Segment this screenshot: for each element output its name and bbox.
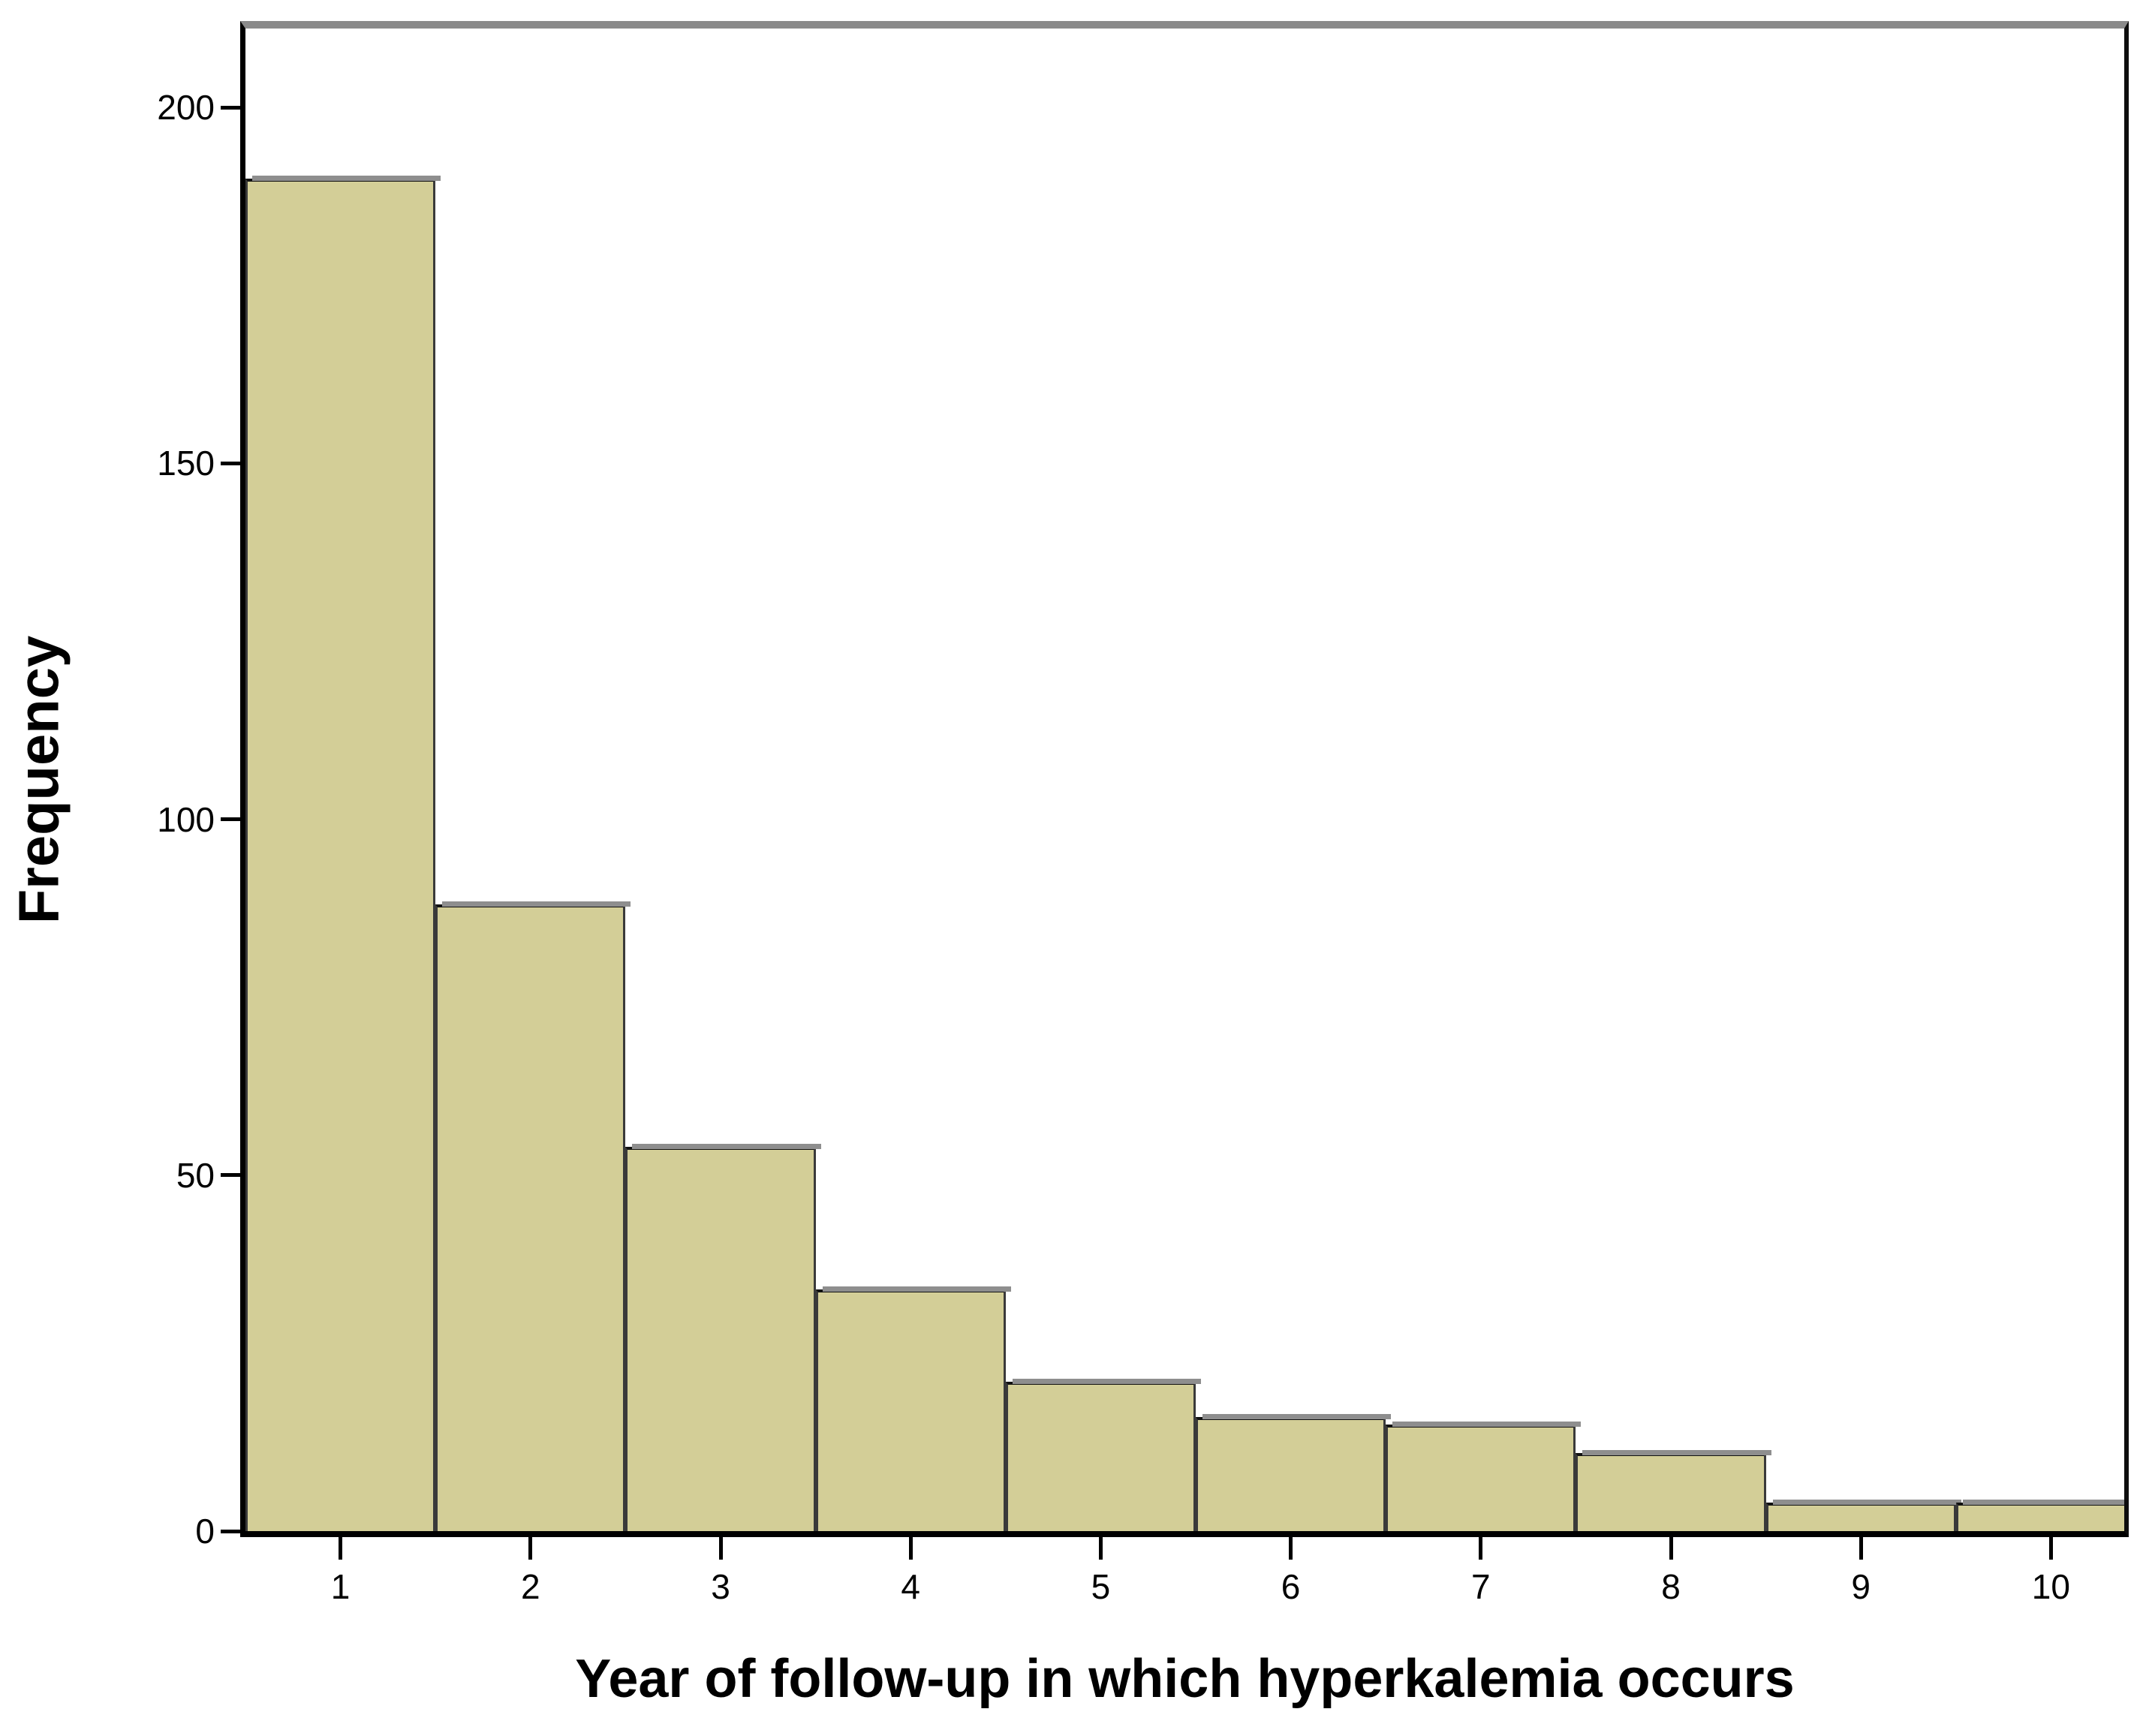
y-axis-tick-label: 150 xyxy=(157,444,215,483)
x-axis-tick-label: 4 xyxy=(901,1567,920,1606)
x-axis-tick-8 xyxy=(1669,1537,1673,1560)
y-axis-tick-0 xyxy=(221,1529,240,1533)
x-axis-tick-10 xyxy=(2048,1537,2053,1560)
x-axis-tick-label: 3 xyxy=(711,1567,730,1606)
y-axis-tick-label: 100 xyxy=(157,799,215,839)
x-axis-tick-4 xyxy=(908,1537,913,1560)
x-axis-tick-label: 7 xyxy=(1471,1567,1491,1606)
y-axis-tick-100 xyxy=(221,817,240,821)
histogram-bar-year-10 xyxy=(1955,1500,2124,1531)
plot-area xyxy=(245,29,2124,1531)
y-axis-tick-50 xyxy=(221,1173,240,1178)
histogram-bar-year-3 xyxy=(625,1143,821,1531)
y-axis-tick-200 xyxy=(221,105,240,110)
histogram-bar-year-6 xyxy=(1196,1414,1392,1531)
histogram-bar-year-9 xyxy=(1765,1500,1961,1531)
x-axis-tick-label: 1 xyxy=(330,1567,351,1606)
histogram-bar-year-2 xyxy=(435,901,631,1531)
x-axis-tick-5 xyxy=(1098,1537,1103,1560)
x-axis-tick-label: 2 xyxy=(521,1567,540,1606)
y-axis-tick-label: 50 xyxy=(176,1155,215,1195)
histogram-bar-year-1 xyxy=(245,175,441,1531)
x-axis-tick-label: 8 xyxy=(1661,1567,1681,1606)
x-axis-tick-label: 6 xyxy=(1281,1567,1301,1606)
x-axis-tick-3 xyxy=(718,1537,723,1560)
histogram-bar-year-8 xyxy=(1576,1449,1771,1531)
x-axis-tick-1 xyxy=(339,1537,343,1560)
histogram-bar-year-5 xyxy=(1005,1378,1202,1531)
x-axis-title: Year of follow-up in which hyperkalemia … xyxy=(575,1649,1795,1709)
histogram-bar-year-4 xyxy=(815,1286,1011,1531)
x-axis-tick-2 xyxy=(528,1537,533,1560)
x-axis-tick-6 xyxy=(1289,1537,1293,1560)
x-axis-tick-9 xyxy=(1859,1537,1863,1560)
x-axis-tick-label: 10 xyxy=(2031,1567,2070,1606)
y-axis-tick-label: 200 xyxy=(157,88,215,127)
y-axis-tick-label: 0 xyxy=(195,1512,215,1551)
histogram-bar-year-7 xyxy=(1386,1421,1582,1531)
y-axis-title: Frequency xyxy=(7,635,71,925)
x-axis-tick-7 xyxy=(1479,1537,1483,1560)
x-axis-tick-label: 5 xyxy=(1091,1567,1111,1606)
y-axis-tick-150 xyxy=(221,461,240,465)
x-axis-tick-label: 9 xyxy=(1851,1567,1871,1606)
